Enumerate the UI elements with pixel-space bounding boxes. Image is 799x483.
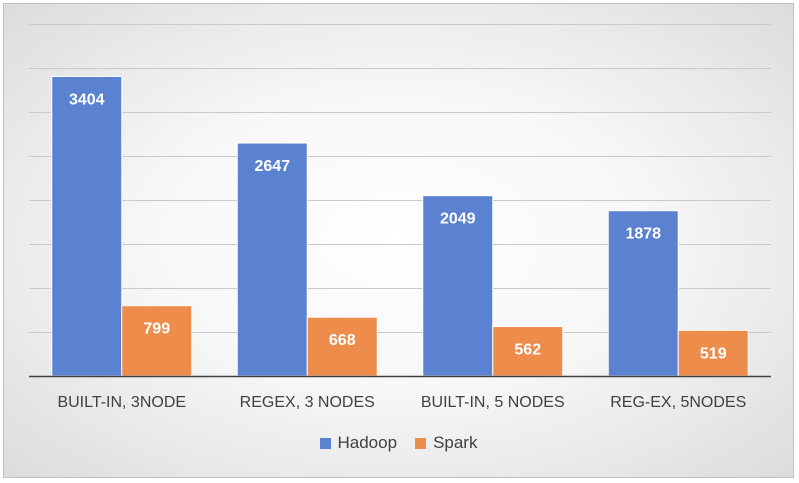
- bars: [51, 75, 749, 377]
- data-label-hadoop-3: 1878: [625, 226, 661, 243]
- chart-area: 3404 799 2647 668 2049 562 1878 519 BUILT-IN, 3…: [3, 3, 794, 478]
- data-label-spark-1: 668: [329, 332, 356, 349]
- bar-hadoop-0: [51, 75, 123, 377]
- data-label-hadoop-1: 2647: [254, 158, 290, 175]
- bar-spark-3: [677, 329, 749, 377]
- category-label-2: BUILT-IN, 5 NODES: [421, 394, 565, 411]
- legend-item-hadoop: Hadoop: [319, 433, 398, 453]
- data-label-hadoop-2: 2049: [440, 211, 476, 228]
- bar-spark-1: [306, 316, 378, 377]
- bar-hadoop-3: [607, 210, 679, 377]
- data-label-spark-3: 519: [700, 345, 727, 362]
- bar-spark-0: [121, 305, 193, 377]
- data-label-spark-0: 799: [143, 321, 170, 338]
- category-label-0: BUILT-IN, 3NODE: [57, 394, 186, 411]
- legend-label-spark: Spark: [433, 433, 478, 452]
- category-labels: BUILT-IN, 3NODE REGEX, 3 NODES BUILT-IN, 5…: [29, 375, 771, 411]
- bar-hadoop-1: [236, 142, 308, 377]
- legend: Hadoop Spark: [4, 433, 793, 453]
- category-label-1: REGEX, 3 NODES: [240, 394, 375, 411]
- legend-item-spark: Spark: [415, 433, 477, 453]
- data-labels: 3404 799 2647 668 2049 562 1878 519: [69, 91, 727, 362]
- bar-chart: 3404 799 2647 668 2049 562 1878 519 BUILT-IN, 3…: [29, 24, 771, 411]
- legend-label-hadoop: Hadoop: [337, 433, 398, 452]
- bar-spark-2: [492, 326, 564, 377]
- gridlines: [29, 24, 771, 333]
- bar-hadoop-2: [422, 195, 494, 377]
- category-label-3: REG-EX, 5NODES: [610, 394, 746, 411]
- legend-swatch-hadoop: [319, 437, 331, 449]
- legend-swatch-spark: [415, 437, 427, 449]
- data-label-spark-2: 562: [514, 342, 541, 359]
- data-label-hadoop-0: 3404: [69, 91, 105, 108]
